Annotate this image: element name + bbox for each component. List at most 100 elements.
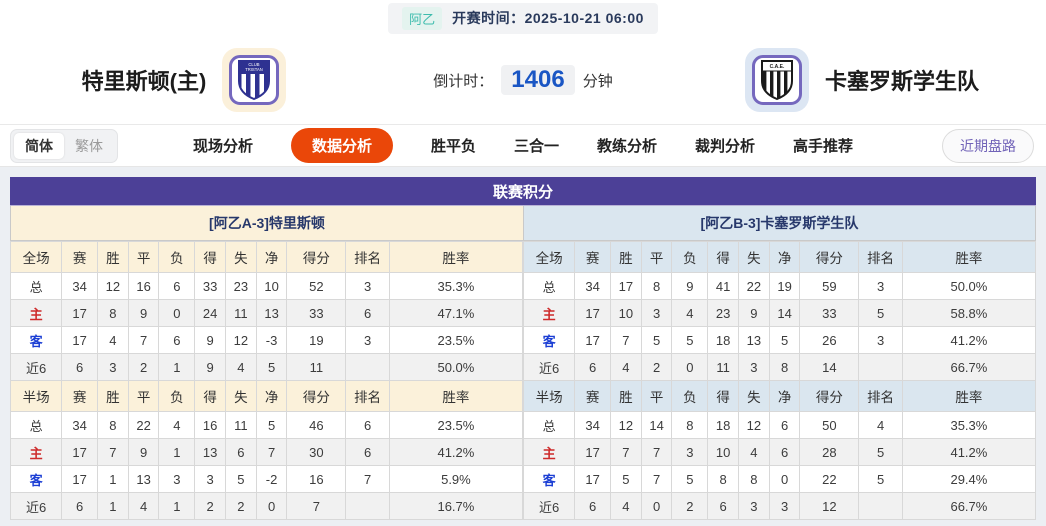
column-header-cell: 平 <box>640 241 673 273</box>
lang-simplified-option[interactable]: 简体 <box>14 132 64 159</box>
stat-cell: 5 <box>858 299 903 327</box>
stat-cell: 7 <box>97 438 129 466</box>
stat-cell: 5 <box>610 465 642 493</box>
stat-cell: 50.0% <box>388 353 524 381</box>
stat-cell: 5 <box>255 353 288 381</box>
stat-cell: 9 <box>738 299 770 327</box>
stat-cell: 3 <box>640 299 673 327</box>
stat-cell: 4 <box>97 326 129 354</box>
tab-live-analysis[interactable]: 现场分析 <box>192 138 253 155</box>
stat-cell: 11 <box>286 353 347 381</box>
column-header-cell: 胜率 <box>388 241 524 273</box>
stat-cell: 0 <box>158 299 196 327</box>
stat-cell: 2 <box>225 492 257 520</box>
countdown-value: 1406 <box>501 65 575 95</box>
stat-cell: 8 <box>640 272 673 300</box>
row-label: 主 <box>9 438 63 466</box>
tab-three-in-one[interactable]: 三合一 <box>513 138 559 155</box>
standings-section: 联赛积分 [阿乙A-3]特里斯顿 [阿乙B-3]卡塞罗斯学生队 全场赛胜平负得失… <box>0 167 1046 526</box>
stat-cell: 47.1% <box>388 299 524 327</box>
stat-cell: 29.4% <box>901 465 1037 493</box>
table-row: 总 34 12 14 8 18 12 6 50 4 35.3% <box>522 411 1037 439</box>
column-header-cell: 排名 <box>858 380 903 412</box>
stat-cell: -3 <box>255 326 288 354</box>
stat-cell: 11 <box>225 299 257 327</box>
column-header-row: 全场赛胜平负得失净得分 排名 胜率 <box>9 241 524 273</box>
table-row: 主 17 10 3 4 23 9 14 33 5 58.8% <box>522 299 1037 327</box>
stat-cell: 5 <box>225 465 257 493</box>
row-label: 客 <box>9 465 63 493</box>
stat-cell: 3 <box>97 353 129 381</box>
stat-cell: 2 <box>194 492 226 520</box>
column-header-cell: 胜率 <box>388 380 524 412</box>
stat-cell: 14 <box>799 353 860 381</box>
tab-expert-picks[interactable]: 高手推荐 <box>793 138 854 155</box>
row-label: 近6 <box>522 492 576 520</box>
language-toggle[interactable]: 简体 繁体 <box>10 128 118 163</box>
stat-cell: 11 <box>707 353 739 381</box>
stat-cell: 2 <box>127 353 160 381</box>
stat-cell: 4 <box>225 353 257 381</box>
countdown-label: 倒计时： <box>433 72 494 90</box>
lang-traditional-option[interactable]: 繁体 <box>75 137 103 154</box>
row-label: 主 <box>522 438 576 466</box>
stat-cell: 35.3% <box>901 411 1037 439</box>
row-label: 客 <box>522 465 576 493</box>
tab-referee-analysis[interactable]: 裁判分析 <box>695 138 756 155</box>
tab-coach-analysis[interactable]: 教练分析 <box>597 138 658 155</box>
column-header-row: 半场赛胜平负得失净得分 排名 胜率 <box>522 380 1037 412</box>
stat-cell: 6 <box>345 411 390 439</box>
stat-cell: 2 <box>671 492 709 520</box>
column-header-cell: 得 <box>707 380 739 412</box>
stat-cell: 5 <box>671 326 709 354</box>
stat-cell: 1 <box>158 492 196 520</box>
stat-cell: 35.3% <box>388 272 524 300</box>
stat-cell: 23.5% <box>388 326 524 354</box>
stat-cell: 58.8% <box>901 299 1037 327</box>
row-label: 总 <box>9 411 63 439</box>
stat-cell: 4 <box>610 492 642 520</box>
stat-cell: 26 <box>799 326 860 354</box>
tab-data-analysis[interactable]: 数据分析 <box>290 128 393 163</box>
stat-cell: 5 <box>858 465 903 493</box>
column-header-cell: 失 <box>225 380 257 412</box>
home-team-block: 特里斯顿(主) CLUB TRISTAN <box>0 48 368 112</box>
stat-cell: 18 <box>707 411 739 439</box>
column-header-cell: 半场 <box>522 380 576 412</box>
stat-cell: 8 <box>671 411 709 439</box>
stat-cell: 0 <box>255 492 288 520</box>
column-header-cell: 赛 <box>574 241 612 273</box>
stat-cell: 17 <box>61 299 99 327</box>
stat-cell: 3 <box>158 465 196 493</box>
stat-cell: 10 <box>610 299 642 327</box>
stat-cell: 3 <box>738 492 770 520</box>
stat-cell: 6 <box>574 353 612 381</box>
stat-cell <box>345 353 390 381</box>
stat-cell: 6 <box>61 353 99 381</box>
stat-cell: 5 <box>255 411 288 439</box>
stat-cell: 8 <box>738 465 770 493</box>
row-label: 主 <box>522 299 576 327</box>
stat-cell: 19 <box>286 326 347 354</box>
stat-cell: 14 <box>768 299 801 327</box>
column-header-cell: 失 <box>738 380 770 412</box>
table-row: 主 17 7 7 3 10 4 6 28 5 41.2% <box>522 438 1037 466</box>
column-header-cell: 全场 <box>9 241 63 273</box>
stat-cell: 34 <box>61 272 99 300</box>
stat-cell: 3 <box>738 353 770 381</box>
tab-win-draw-lose[interactable]: 胜平负 <box>430 138 476 155</box>
stat-cell: 7 <box>640 465 673 493</box>
column-header-cell: 平 <box>640 380 673 412</box>
stat-cell: 3 <box>345 326 390 354</box>
stat-cell: 5 <box>768 326 801 354</box>
countdown-unit: 分钟 <box>582 72 613 90</box>
column-header-cell: 得 <box>707 241 739 273</box>
stat-cell: 33 <box>799 299 860 327</box>
stat-cell: 66.7% <box>901 353 1037 381</box>
stat-cell: 16.7% <box>388 492 524 520</box>
recent-odds-button[interactable]: 近期盘路 <box>942 128 1034 163</box>
stat-cell: 6 <box>707 492 739 520</box>
column-header-cell: 负 <box>671 380 709 412</box>
stat-cell: 4 <box>738 438 770 466</box>
table-row: 主 17 7 9 1 13 6 7 30 6 41.2% <box>9 438 524 466</box>
